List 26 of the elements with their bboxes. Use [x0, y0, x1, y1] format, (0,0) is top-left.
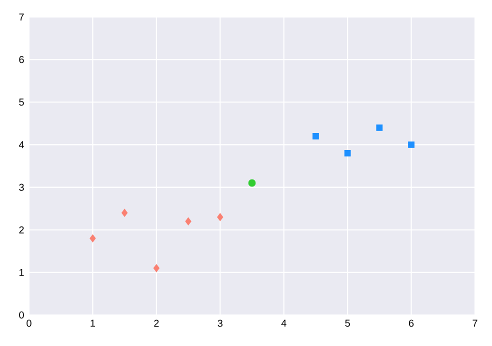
y-tick-label: 7	[19, 14, 24, 20]
x-tick-label: 1	[90, 320, 96, 327]
x-tick-label: 4	[281, 320, 286, 327]
y-tick-label: 5	[19, 98, 24, 106]
x-tick-label: 5	[345, 320, 350, 327]
point	[153, 264, 160, 272]
y-tick-label: 1	[19, 268, 24, 276]
point	[217, 213, 224, 222]
y-tick-label: 4	[18, 141, 24, 148]
x-tick-label: 6	[409, 320, 414, 327]
x-tick-label: 3	[218, 320, 222, 327]
point	[185, 217, 192, 226]
point	[248, 179, 256, 187]
y-tick-label: 0	[19, 311, 24, 319]
y-tick-label: 6	[19, 56, 24, 64]
y-tick-label: 2	[19, 226, 24, 234]
point	[408, 142, 414, 148]
point	[344, 150, 351, 156]
x-tick-label: 2	[154, 320, 159, 327]
x-tick-label: 0	[26, 320, 32, 327]
point	[312, 133, 319, 140]
point	[376, 124, 383, 131]
y-tick-label: 3	[19, 184, 24, 191]
x-tick-label: 7	[472, 320, 478, 327]
point	[90, 234, 96, 242]
point	[122, 208, 128, 217]
